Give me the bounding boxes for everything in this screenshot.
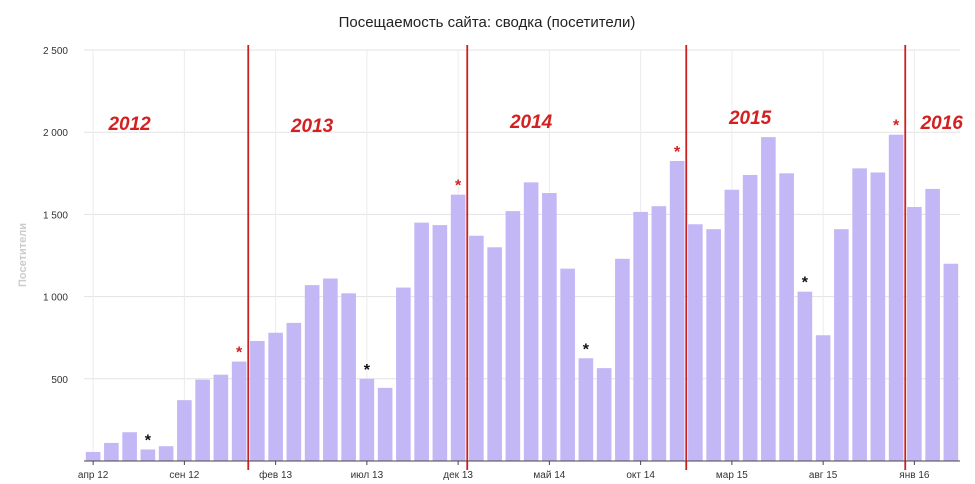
bar — [578, 358, 594, 461]
y-tick-label: 2 000 — [43, 128, 68, 139]
bar — [797, 291, 813, 461]
bar — [158, 446, 174, 461]
annotation-star: * — [145, 432, 152, 449]
x-tick-label: мар 15 — [716, 470, 748, 481]
bar — [542, 193, 557, 461]
bar — [742, 174, 758, 461]
year-label: 2014 — [509, 112, 553, 133]
bar — [505, 211, 521, 461]
annotation-star: * — [674, 144, 681, 161]
bar — [633, 211, 648, 461]
bar — [870, 172, 886, 461]
x-axis-ticks: апр 12 сен 12 фев 13 июл 13 дек 13 май 14 окт … — [78, 461, 930, 481]
bar — [560, 268, 575, 461]
bar — [104, 442, 119, 461]
bar — [651, 206, 667, 461]
bar — [615, 258, 630, 461]
year-dividers — [247, 45, 907, 470]
x-tick-label: фев 13 — [259, 469, 292, 481]
bar — [323, 278, 338, 461]
annotation-star: * — [583, 341, 590, 358]
bar — [414, 222, 429, 461]
year-label: 2016 — [920, 113, 964, 134]
x-tick-label: авг 15 — [809, 470, 838, 481]
bar — [286, 322, 302, 461]
bar — [779, 173, 794, 462]
bar — [706, 229, 721, 461]
x-tick-label: янв 16 — [899, 470, 930, 481]
bar — [925, 188, 940, 461]
y-tick-label: 1 000 — [43, 293, 68, 304]
bar — [359, 378, 375, 461]
annotation-star: * — [802, 275, 809, 292]
x-tick-label: дек 13 — [443, 470, 473, 481]
bar — [888, 134, 904, 461]
bar — [268, 332, 283, 461]
bar — [852, 168, 867, 462]
bar — [669, 160, 685, 461]
y-axis-ticks: 500 1 000 1 500 2 000 2 500 — [43, 46, 68, 386]
bar — [341, 293, 356, 461]
bar — [250, 340, 265, 461]
x-tick-label: окт 14 — [626, 470, 655, 481]
x-tick-label: июл 13 — [351, 470, 384, 481]
bar — [761, 137, 776, 461]
bar — [596, 368, 612, 461]
bar — [943, 263, 959, 461]
year-label: 2015 — [728, 108, 772, 129]
annotations: * * * * * * * * — [145, 118, 900, 450]
bar — [396, 287, 411, 461]
bar — [834, 229, 849, 461]
y-axis-label: Посетители — [17, 223, 29, 287]
y-tick-label: 500 — [51, 375, 68, 386]
year-label: 2012 — [107, 114, 151, 135]
bar — [377, 387, 393, 461]
bar — [432, 225, 448, 461]
x-tick-label: сен 12 — [169, 470, 199, 481]
chart-title: Посещаемость сайта: сводка (посетители) — [339, 14, 636, 31]
bar — [688, 224, 703, 461]
bar — [469, 235, 484, 461]
bar — [304, 285, 320, 461]
bar — [140, 449, 156, 461]
year-labels: 2012 2013 2014 2015 2016 — [107, 108, 963, 137]
bar — [85, 451, 101, 461]
bar — [487, 247, 502, 461]
annotation-star: * — [455, 178, 462, 195]
y-tick-label: 2 500 — [43, 46, 68, 57]
bar — [177, 400, 192, 461]
annotation-star: * — [236, 345, 243, 362]
bar — [195, 379, 210, 461]
bar — [450, 194, 466, 461]
bar — [213, 374, 229, 461]
x-tick-label: апр 12 — [78, 470, 109, 481]
bar — [523, 182, 539, 462]
bar — [122, 432, 137, 461]
bar — [724, 189, 740, 462]
bar — [907, 207, 922, 461]
annotation-star: * — [893, 118, 900, 135]
bar — [231, 361, 247, 461]
bar — [815, 335, 831, 461]
x-tick-label: май 14 — [533, 470, 565, 481]
y-tick-label: 1 500 — [43, 210, 68, 221]
annotation-star: * — [364, 362, 371, 379]
bars — [85, 134, 959, 462]
year-label: 2013 — [290, 116, 334, 137]
